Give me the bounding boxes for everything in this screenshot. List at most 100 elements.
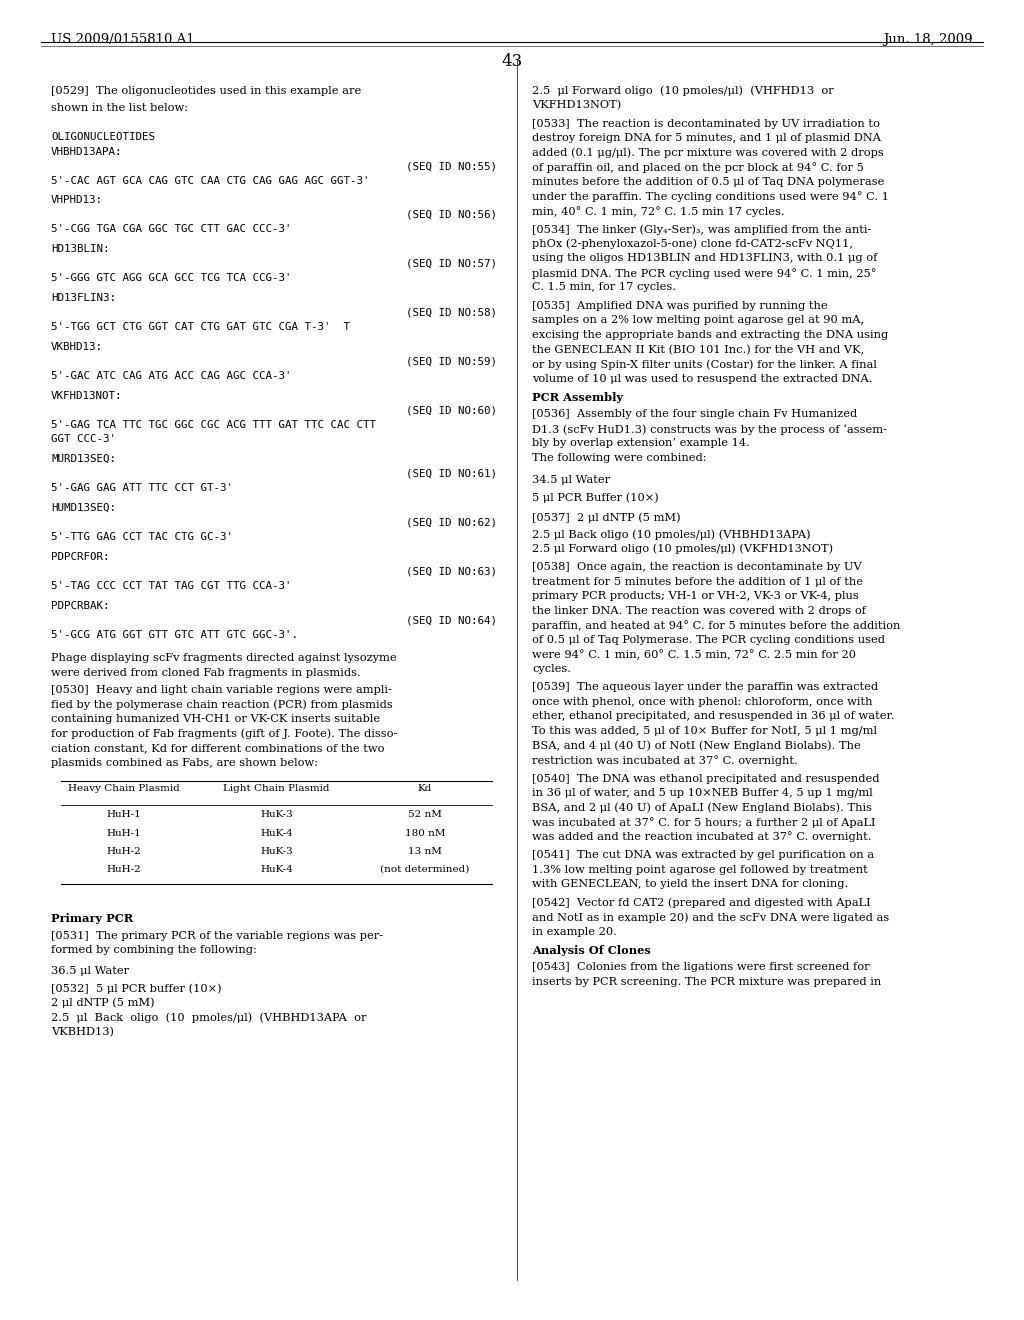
Text: restriction was incubated at 37° C. overnight.: restriction was incubated at 37° C. over… xyxy=(532,755,799,766)
Text: VKBHD13): VKBHD13) xyxy=(51,1027,115,1038)
Text: 2.5 μl Forward oligo (10 pmoles/μl) (VKFHD13NOT): 2.5 μl Forward oligo (10 pmoles/μl) (VKF… xyxy=(532,544,834,554)
Text: [0532]  5 μl PCR buffer (10×): [0532] 5 μl PCR buffer (10×) xyxy=(51,983,222,994)
Text: HD13BLIN:: HD13BLIN: xyxy=(51,244,110,255)
Text: (SEQ ID NO:60): (SEQ ID NO:60) xyxy=(406,405,497,416)
Text: 5'-TAG CCC CCT TAT TAG CGT TTG CCA-3': 5'-TAG CCC CCT TAT TAG CGT TTG CCA-3' xyxy=(51,581,292,591)
Text: [0539]  The aqueous layer under the paraffin was extracted: [0539] The aqueous layer under the paraf… xyxy=(532,682,879,693)
Text: [0543]  Colonies from the ligations were first screened for: [0543] Colonies from the ligations were … xyxy=(532,962,870,973)
Text: Light Chain Plasmid: Light Chain Plasmid xyxy=(223,784,330,793)
Text: 13 nM: 13 nM xyxy=(408,847,442,855)
Text: minutes before the addition of 0.5 μl of Taq DNA polymerase: minutes before the addition of 0.5 μl of… xyxy=(532,177,885,187)
Text: PDPCRFOR:: PDPCRFOR: xyxy=(51,552,110,562)
Text: 43: 43 xyxy=(502,53,522,70)
Text: containing humanized VH-CH1 or VK-CK inserts suitable: containing humanized VH-CH1 or VK-CK ins… xyxy=(51,714,380,725)
Text: and NotI as in example 20) and the scFv DNA were ligated as: and NotI as in example 20) and the scFv … xyxy=(532,912,890,923)
Text: for production of Fab fragments (gift of J. Foote). The disso-: for production of Fab fragments (gift of… xyxy=(51,729,397,739)
Text: (SEQ ID NO:58): (SEQ ID NO:58) xyxy=(406,308,497,318)
Text: 5'-TTG GAG CCT TAC CTG GC-3': 5'-TTG GAG CCT TAC CTG GC-3' xyxy=(51,532,233,543)
Text: 2.5  μl Forward oligo  (10 pmoles/μl)  (VHFHD13  or: 2.5 μl Forward oligo (10 pmoles/μl) (VHF… xyxy=(532,86,835,96)
Text: US 2009/0155810 A1: US 2009/0155810 A1 xyxy=(51,33,195,46)
Text: D1.3 (scFv HuD1.3) constructs was by the process of ‘assem-: D1.3 (scFv HuD1.3) constructs was by the… xyxy=(532,424,888,434)
Text: fied by the polymerase chain reaction (PCR) from plasmids: fied by the polymerase chain reaction (P… xyxy=(51,700,393,710)
Text: HuH-2: HuH-2 xyxy=(106,865,141,874)
Text: destroy foreign DNA for 5 minutes, and 1 μl of plasmid DNA: destroy foreign DNA for 5 minutes, and 1… xyxy=(532,133,882,144)
Text: paraffin, and heated at 94° C. for 5 minutes before the addition: paraffin, and heated at 94° C. for 5 min… xyxy=(532,620,901,631)
Text: treatment for 5 minutes before the addition of 1 μl of the: treatment for 5 minutes before the addit… xyxy=(532,577,863,587)
Text: HuK-3: HuK-3 xyxy=(260,847,293,855)
Text: VKFHD13NOT:: VKFHD13NOT: xyxy=(51,391,123,401)
Text: 34.5 μl Water: 34.5 μl Water xyxy=(532,475,610,486)
Text: To this was added, 5 μl of 10× Buffer for NotI, 5 μl 1 mg/ml: To this was added, 5 μl of 10× Buffer fo… xyxy=(532,726,878,737)
Text: (SEQ ID NO:64): (SEQ ID NO:64) xyxy=(406,615,497,626)
Text: 5'-GAG TCA TTC TGC GGC CGC ACG TTT GAT TTC CAC CTT: 5'-GAG TCA TTC TGC GGC CGC ACG TTT GAT T… xyxy=(51,420,376,430)
Text: bly by overlap extension’ example 14.: bly by overlap extension’ example 14. xyxy=(532,438,751,449)
Text: [0540]  The DNA was ethanol precipitated and resuspended: [0540] The DNA was ethanol precipitated … xyxy=(532,774,880,784)
Text: OLIGONUCLEOTIDES: OLIGONUCLEOTIDES xyxy=(51,132,156,143)
Text: was incubated at 37° C. for 5 hours; a further 2 μl of ApaLI: was incubated at 37° C. for 5 hours; a f… xyxy=(532,817,876,828)
Text: C. 1.5 min, for 17 cycles.: C. 1.5 min, for 17 cycles. xyxy=(532,282,677,293)
Text: phOx (2-phenyloxazol-5-one) clone fd-CAT2-scFv NQ11,: phOx (2-phenyloxazol-5-one) clone fd-CAT… xyxy=(532,239,853,249)
Text: using the oligos HD13BLIN and HD13FLIN3, with 0.1 μg of: using the oligos HD13BLIN and HD13FLIN3,… xyxy=(532,253,878,264)
Text: (SEQ ID NO:59): (SEQ ID NO:59) xyxy=(406,356,497,367)
Text: 5'-CAC AGT GCA CAG GTC CAA CTG CAG GAG AGC GGT-3': 5'-CAC AGT GCA CAG GTC CAA CTG CAG GAG A… xyxy=(51,176,370,186)
Text: 5'-GAG GAG ATT TTC CCT GT-3': 5'-GAG GAG ATT TTC CCT GT-3' xyxy=(51,483,233,494)
Text: [0542]  Vector fd CAT2 (prepared and digested with ApaLI: [0542] Vector fd CAT2 (prepared and dige… xyxy=(532,898,871,908)
Text: was added and the reaction incubated at 37° C. overnight.: was added and the reaction incubated at … xyxy=(532,832,872,842)
Text: (SEQ ID NO:56): (SEQ ID NO:56) xyxy=(406,210,497,220)
Text: min, 40° C. 1 min, 72° C. 1.5 min 17 cycles.: min, 40° C. 1 min, 72° C. 1.5 min 17 cyc… xyxy=(532,206,785,216)
Text: [0536]  Assembly of the four single chain Fv Humanized: [0536] Assembly of the four single chain… xyxy=(532,409,858,420)
Text: in example 20.: in example 20. xyxy=(532,927,617,937)
Text: of paraffin oil, and placed on the pcr block at 94° C. for 5: of paraffin oil, and placed on the pcr b… xyxy=(532,162,864,173)
Text: excising the appropriate bands and extracting the DNA using: excising the appropriate bands and extra… xyxy=(532,330,889,341)
Text: [0530]  Heavy and light chain variable regions were ampli-: [0530] Heavy and light chain variable re… xyxy=(51,685,392,696)
Text: 1.3% low melting point agarose gel followed by treatment: 1.3% low melting point agarose gel follo… xyxy=(532,865,868,875)
Text: 2 μl dNTP (5 mM): 2 μl dNTP (5 mM) xyxy=(51,998,155,1008)
Text: added (0.1 μg/μl). The pcr mixture was covered with 2 drops: added (0.1 μg/μl). The pcr mixture was c… xyxy=(532,148,885,158)
Text: cycles.: cycles. xyxy=(532,664,571,675)
Text: MURD13SEQ:: MURD13SEQ: xyxy=(51,454,116,465)
Text: inserts by PCR screening. The PCR mixture was prepared in: inserts by PCR screening. The PCR mixtur… xyxy=(532,977,882,987)
Text: PCR Assembly: PCR Assembly xyxy=(532,392,624,403)
Text: of 0.5 μl of Taq Polymerase. The PCR cycling conditions used: of 0.5 μl of Taq Polymerase. The PCR cyc… xyxy=(532,635,886,645)
Text: once with phenol, once with phenol: chloroform, once with: once with phenol, once with phenol: chlo… xyxy=(532,697,873,708)
Text: under the paraffin. The cycling conditions used were 94° C. 1: under the paraffin. The cycling conditio… xyxy=(532,191,890,202)
Text: [0529]  The oligonucleotides used in this example are: [0529] The oligonucleotides used in this… xyxy=(51,86,361,96)
Text: HD13FLIN3:: HD13FLIN3: xyxy=(51,293,116,304)
Text: the GENECLEAN II Kit (BIO 101 Inc.) for the VH and VK,: the GENECLEAN II Kit (BIO 101 Inc.) for … xyxy=(532,345,864,355)
Text: ciation constant, Kd for different combinations of the two: ciation constant, Kd for different combi… xyxy=(51,743,385,754)
Text: HuK-4: HuK-4 xyxy=(260,865,293,874)
Text: 5'-CGG TGA CGA GGC TGC CTT GAC CCC-3': 5'-CGG TGA CGA GGC TGC CTT GAC CCC-3' xyxy=(51,224,292,235)
Text: VHPHD13:: VHPHD13: xyxy=(51,195,103,206)
Text: Primary PCR: Primary PCR xyxy=(51,913,133,924)
Text: ether, ethanol precipitated, and resuspended in 36 μl of water.: ether, ethanol precipitated, and resuspe… xyxy=(532,711,895,722)
Text: GGT CCC-3': GGT CCC-3' xyxy=(51,434,116,445)
Text: plasmid DNA. The PCR cycling used were 94° C. 1 min, 25°: plasmid DNA. The PCR cycling used were 9… xyxy=(532,268,877,279)
Text: VKFHD13NOT): VKFHD13NOT) xyxy=(532,100,622,111)
Text: (not determined): (not determined) xyxy=(380,865,470,874)
Text: (SEQ ID NO:62): (SEQ ID NO:62) xyxy=(406,517,497,528)
Text: Kd: Kd xyxy=(418,784,432,793)
Text: 5'-GAC ATC CAG ATG ACC CAG AGC CCA-3': 5'-GAC ATC CAG ATG ACC CAG AGC CCA-3' xyxy=(51,371,292,381)
Text: HuH-2: HuH-2 xyxy=(106,847,141,855)
Text: VKBHD13:: VKBHD13: xyxy=(51,342,103,352)
Text: Analysis Of Clones: Analysis Of Clones xyxy=(532,945,651,956)
Text: primary PCR products; VH-1 or VH-2, VK-3 or VK-4, plus: primary PCR products; VH-1 or VH-2, VK-3… xyxy=(532,591,859,602)
Text: 36.5 μl Water: 36.5 μl Water xyxy=(51,966,129,977)
Text: were 94° C. 1 min, 60° C. 1.5 min, 72° C. 2.5 min for 20: were 94° C. 1 min, 60° C. 1.5 min, 72° C… xyxy=(532,649,856,660)
Text: volume of 10 μl was used to resuspend the extracted DNA.: volume of 10 μl was used to resuspend th… xyxy=(532,374,873,384)
Text: [0535]  Amplified DNA was purified by running the: [0535] Amplified DNA was purified by run… xyxy=(532,301,828,312)
Text: [0531]  The primary PCR of the variable regions was per-: [0531] The primary PCR of the variable r… xyxy=(51,931,383,941)
Text: (SEQ ID NO:57): (SEQ ID NO:57) xyxy=(406,259,497,269)
Text: were derived from cloned Fab fragments in plasmids.: were derived from cloned Fab fragments i… xyxy=(51,668,360,678)
Text: HUMD13SEQ:: HUMD13SEQ: xyxy=(51,503,116,513)
Text: the linker DNA. The reaction was covered with 2 drops of: the linker DNA. The reaction was covered… xyxy=(532,606,866,616)
Text: [0534]  The linker (Gly₄-Ser)₃, was amplified from the anti-: [0534] The linker (Gly₄-Ser)₃, was ampli… xyxy=(532,224,871,235)
Text: (SEQ ID NO:63): (SEQ ID NO:63) xyxy=(406,566,497,577)
Text: [0541]  The cut DNA was extracted by gel purification on a: [0541] The cut DNA was extracted by gel … xyxy=(532,850,874,861)
Text: 2.5  μl  Back  oligo  (10  pmoles/μl)  (VHBHD13APA  or: 2.5 μl Back oligo (10 pmoles/μl) (VHBHD1… xyxy=(51,1012,367,1023)
Text: Heavy Chain Plasmid: Heavy Chain Plasmid xyxy=(68,784,180,793)
Text: PDPCRBAK:: PDPCRBAK: xyxy=(51,601,110,611)
Text: 5'-TGG GCT CTG GGT CAT CTG GAT GTC CGA T-3'  T: 5'-TGG GCT CTG GGT CAT CTG GAT GTC CGA T… xyxy=(51,322,350,333)
Text: BSA, and 4 μl (40 U) of NotI (New England Biolabs). The: BSA, and 4 μl (40 U) of NotI (New Englan… xyxy=(532,741,861,751)
Text: 2.5 μl Back oligo (10 pmoles/μl) (VHBHD13APA): 2.5 μl Back oligo (10 pmoles/μl) (VHBHD1… xyxy=(532,529,811,540)
